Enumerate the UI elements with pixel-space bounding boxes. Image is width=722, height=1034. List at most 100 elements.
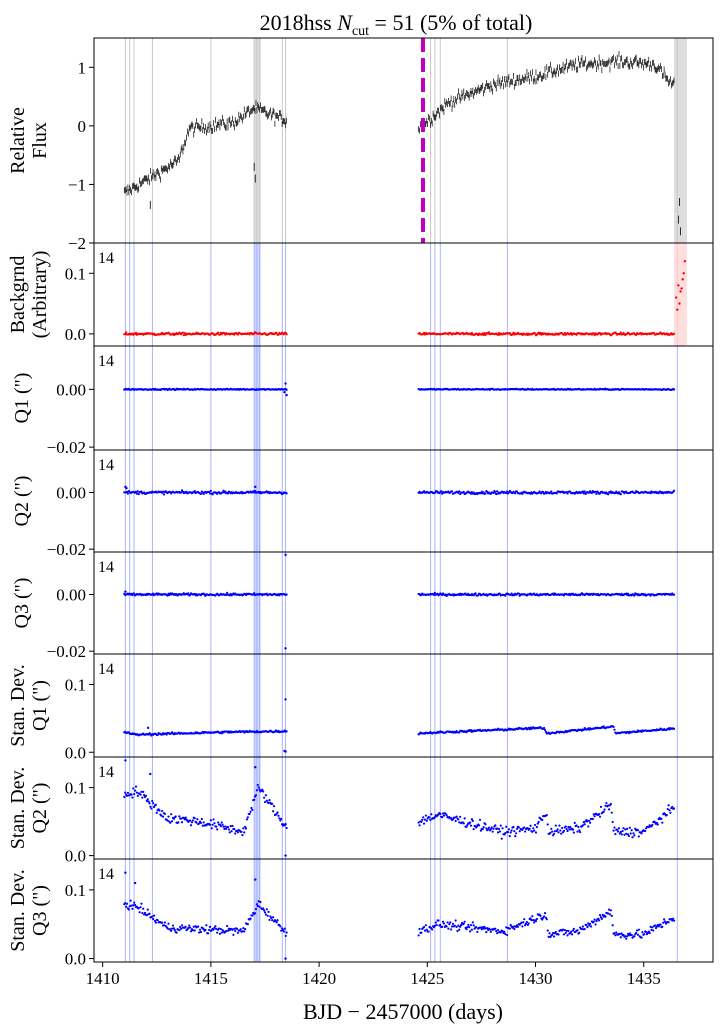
data-point <box>583 927 586 931</box>
data-point <box>593 334 596 337</box>
data-point <box>152 592 155 595</box>
data-point <box>594 923 597 926</box>
data-point <box>139 906 142 909</box>
data-point <box>487 826 491 829</box>
data-point <box>672 807 676 810</box>
data-point <box>451 922 455 925</box>
axes-frame <box>93 242 714 347</box>
data-point <box>495 492 498 496</box>
data-point <box>195 821 198 824</box>
data-point <box>564 825 567 828</box>
residual-tick-text: 14 <box>98 353 114 370</box>
data-point <box>635 333 638 336</box>
data-point <box>572 927 575 930</box>
data-point <box>197 925 200 928</box>
data-point <box>133 901 136 904</box>
data-point <box>465 927 468 931</box>
data-point <box>196 818 199 821</box>
x-axis: 1410 1415 1420 1425 1430 1435 <box>86 962 661 988</box>
panel-q1: 14 0.00 −0.02 Q1 (") <box>11 345 714 457</box>
data-point <box>593 815 596 818</box>
data-point <box>566 829 569 833</box>
data-point <box>248 812 251 816</box>
data-point <box>427 930 430 933</box>
data-point <box>210 827 213 830</box>
data-point <box>482 333 485 336</box>
data-point <box>272 805 276 808</box>
data-point <box>481 828 484 831</box>
data-point <box>189 824 193 827</box>
data-point <box>532 827 535 830</box>
outlier-point <box>679 290 682 293</box>
data-point <box>562 829 566 832</box>
data-point <box>615 931 618 934</box>
data-point <box>134 903 137 907</box>
data-point <box>593 918 596 921</box>
data-point <box>456 929 459 933</box>
data-point <box>497 827 501 831</box>
data-point <box>535 917 538 921</box>
data-point <box>602 810 605 813</box>
series-sd_q3 <box>123 871 676 960</box>
data-point <box>439 923 442 927</box>
data-point <box>484 823 487 826</box>
outlier-point <box>680 287 683 290</box>
data-point <box>183 818 186 821</box>
data-point <box>515 490 519 493</box>
data-point <box>604 915 607 918</box>
data-point <box>483 331 486 335</box>
data-point <box>607 808 611 811</box>
data-point <box>588 819 591 822</box>
data-point <box>204 594 207 598</box>
data-point <box>422 816 425 819</box>
data-point <box>672 917 675 920</box>
data-point <box>633 834 636 837</box>
data-point <box>463 920 466 923</box>
data-point <box>462 922 465 925</box>
data-point <box>207 932 210 935</box>
data-point <box>533 823 537 827</box>
data-point <box>636 933 640 936</box>
data-point <box>661 821 664 824</box>
series-background <box>123 259 687 337</box>
data-point <box>125 794 129 797</box>
cut-band <box>254 346 261 450</box>
data-point <box>557 933 560 936</box>
data-point <box>251 914 254 917</box>
data-point <box>533 829 536 832</box>
data-point <box>220 931 223 934</box>
axes-frame <box>93 858 714 963</box>
data-point <box>285 826 288 830</box>
y-axis-label: Relative <box>7 107 29 174</box>
data-point <box>559 829 562 832</box>
data-point <box>462 822 465 825</box>
y-tick-label: −1 <box>68 175 86 194</box>
data-point <box>208 925 212 928</box>
y-axis-label: Q3 (") <box>29 885 51 936</box>
data-point <box>469 923 473 927</box>
cut-band <box>254 654 261 757</box>
data-point <box>271 802 274 805</box>
data-point <box>209 819 212 822</box>
data-point <box>663 918 666 921</box>
data-point <box>471 819 474 822</box>
data-point <box>472 924 475 927</box>
data-point <box>130 793 133 796</box>
data-point <box>162 493 166 496</box>
data-point <box>184 816 187 819</box>
data-point <box>552 832 556 836</box>
data-point <box>424 924 427 927</box>
y-axis-label: Stan. Dev. <box>7 664 29 747</box>
data-point <box>240 490 243 493</box>
cut-band <box>254 757 261 859</box>
data-point <box>496 333 500 336</box>
data-point <box>576 830 579 833</box>
data-point <box>148 802 151 805</box>
data-point <box>470 331 473 335</box>
data-point <box>250 806 253 810</box>
data-point <box>556 828 559 831</box>
data-point <box>672 388 676 391</box>
data-point <box>454 919 457 922</box>
panel-flux: 1 0 −1 −2 Relative Flux <box>7 37 714 253</box>
y-tick-label: 0.0 <box>65 847 86 866</box>
